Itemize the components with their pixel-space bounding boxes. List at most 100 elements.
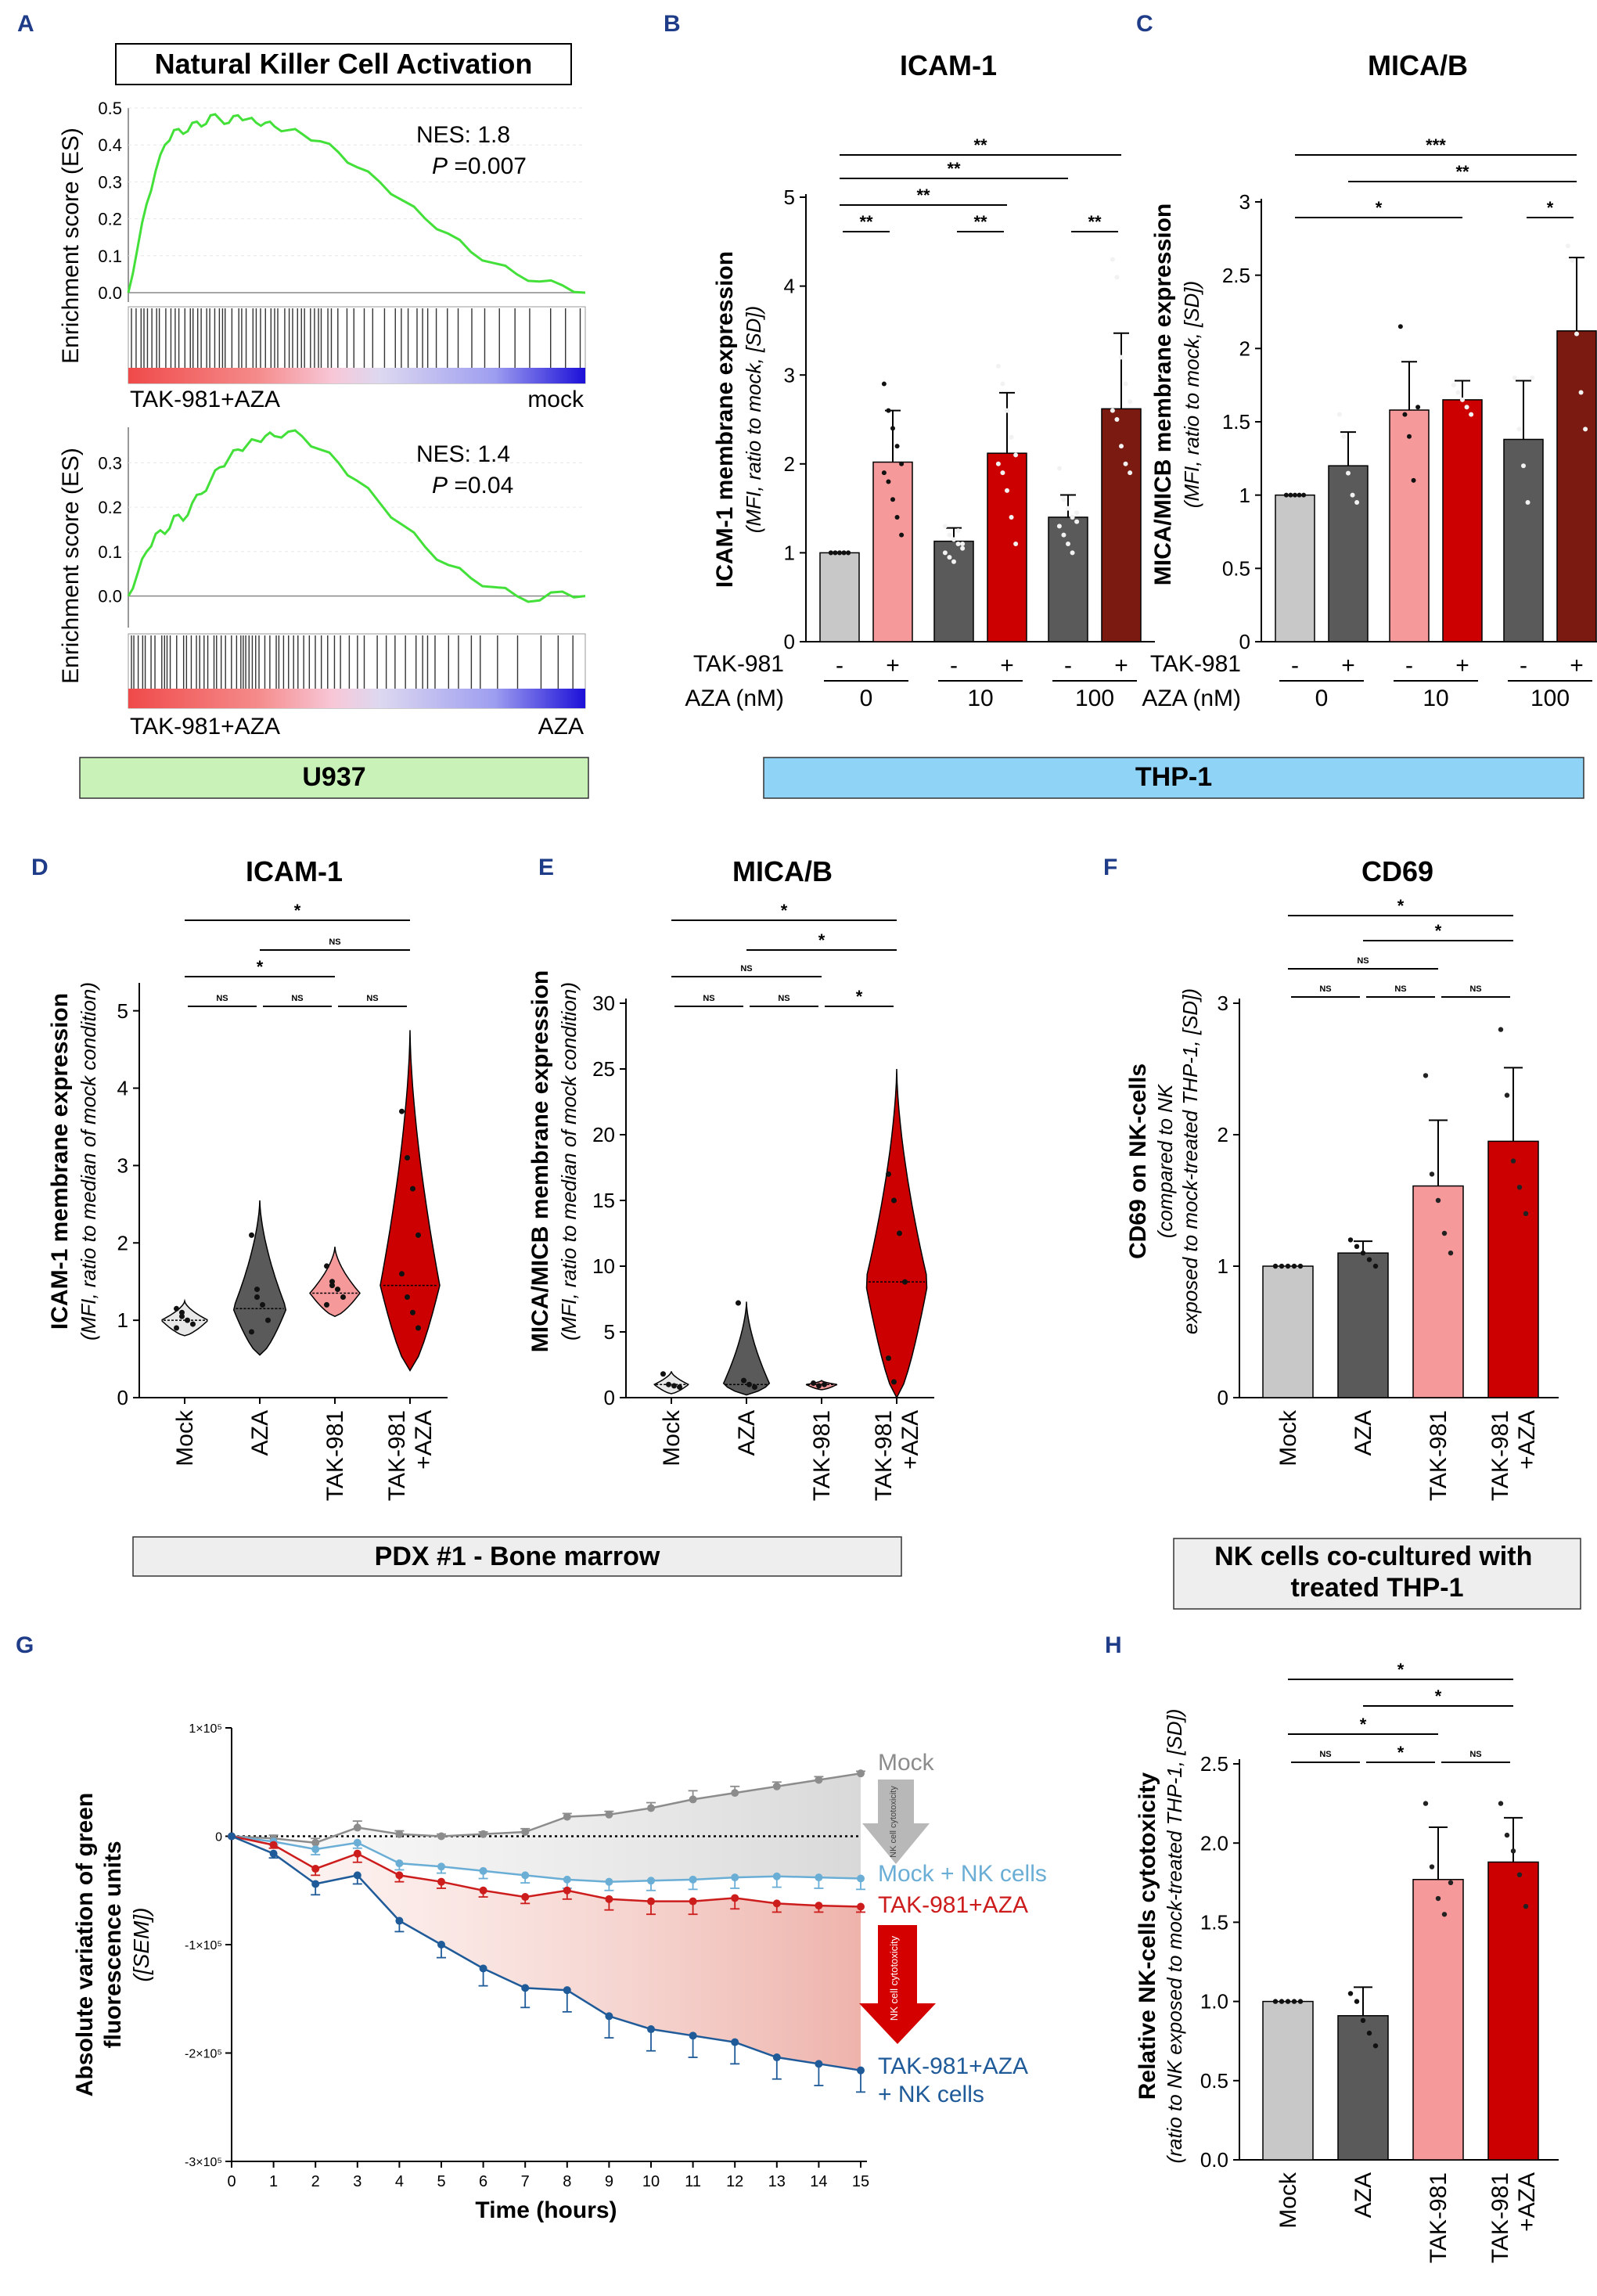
panel-g-grey-arrow-label: NK cell cytotoxicity — [889, 1786, 898, 1858]
panel-g-x-tick-label-2: 2 — [311, 2173, 320, 2190]
panel-b-y-label: ICAM-1 membrane expression — [712, 251, 738, 588]
gsea-0-nes-label: NES: 1.8 — [416, 122, 510, 148]
panel-c-bar-0 — [1275, 494, 1315, 642]
panel-b-point-3-0 — [995, 363, 1001, 369]
panel-g-x-tick-label-15: 15 — [852, 2173, 869, 2190]
panel-f-point-0-4 — [1297, 1263, 1304, 1269]
panel-a-gsea: Natural Killer Cell Activation 0.5 0.4 0.3 0… — [58, 43, 586, 740]
panel-g-red-arrow — [859, 1925, 936, 2044]
panel-c-point-2-0 — [1397, 324, 1403, 329]
panel-d-y-tick-label-5: 5 — [117, 999, 128, 1023]
panel-b-point-4-8 — [1070, 550, 1075, 556]
panel-g-point-3-8 — [563, 1986, 571, 1995]
gsea-0-p-value: =0.007 — [448, 153, 527, 179]
panel-c-aza-group-1: 10 — [1423, 686, 1448, 711]
panel-b-aza-group-1: 10 — [967, 686, 993, 711]
panel-g-point-2-6 — [479, 1886, 487, 1895]
panel-g-point-1-15 — [857, 1874, 865, 1883]
panel-g-point-2-5 — [437, 1877, 445, 1886]
panel-g-x-tick-label-8: 8 — [563, 2173, 571, 2190]
panel-c-point-4-3 — [1525, 500, 1530, 506]
panel-d-point-1-0 — [249, 1232, 254, 1238]
panel-g-y-tick-label-2: -1×10⁵ — [185, 1939, 222, 1952]
panel-d-point-1-2 — [260, 1301, 265, 1308]
panel-f-point-3-3 — [1516, 1185, 1523, 1190]
gsea-0-y-tick-label-4: 0.1 — [98, 247, 122, 266]
panel-h-point-0-1 — [1279, 1999, 1285, 2004]
gsea-0-y-tick-label-0: 0.5 — [98, 99, 122, 118]
panel-c-point-5-3 — [1578, 390, 1584, 395]
banner-nk-label-line1: NK cells co-cultured with — [1214, 1542, 1532, 1571]
panel-g-point-1-9 — [605, 1877, 613, 1886]
panel-b-point-3-2 — [1005, 408, 1009, 413]
panel-h-y-tick-label-2: 1.0 — [1200, 1990, 1228, 2013]
panel-d-sig-label-1: NS — [329, 937, 340, 947]
panel-b-point-5-3 — [1123, 381, 1128, 387]
panel-b-title: ICAM-1 — [900, 49, 997, 81]
panel-h-point-1-3 — [1366, 2030, 1372, 2036]
panel-g-point-1-12 — [731, 1873, 739, 1882]
panel-letter-a: A — [17, 11, 34, 37]
panel-g-point-3-4 — [395, 1916, 404, 1925]
panel-c-point-3-0 — [1451, 383, 1456, 388]
panel-e-y-tick-label-1: 5 — [604, 1320, 615, 1344]
panel-c-point-1-2 — [1346, 470, 1351, 476]
panel-c-point-2-2 — [1407, 434, 1412, 439]
panel-h-point-2-2 — [1435, 1895, 1441, 1902]
panel-e-title: MICA/B — [732, 855, 833, 887]
panel-g-point-0-14 — [815, 1776, 823, 1784]
panel-f-sig-label-2: NS — [1357, 956, 1369, 966]
panel-b-y-tick-label-3: 3 — [784, 363, 795, 387]
panel-g-x-tick-label-12: 12 — [726, 2173, 743, 2190]
gsea-0-right-label: mock — [527, 387, 584, 412]
panel-g-point-0-12 — [731, 1789, 739, 1798]
panel-c-point-5-4 — [1583, 426, 1588, 432]
panel-b-point-3-9 — [1013, 542, 1019, 547]
panel-d-point-3-2 — [410, 1186, 415, 1192]
panel-h-y-tick-label-4: 2.0 — [1200, 1831, 1228, 1855]
panel-e-violin-0 — [653, 1371, 689, 1395]
panel-f-bar-2 — [1412, 1185, 1464, 1398]
panel-e-y-tick-label-4: 20 — [592, 1123, 615, 1146]
panel-g-legend-3-line1: TAK-981+AZA — [878, 2053, 1028, 2079]
panel-f-point-2-2 — [1435, 1197, 1441, 1204]
panel-d-point-1-5 — [254, 1294, 260, 1300]
panel-f-category-label-1-0: AZA — [1351, 1410, 1376, 1456]
panel-c-y-tick-label-3: 1.5 — [1222, 410, 1250, 434]
panel-h-bar-0 — [1262, 2000, 1314, 2161]
gsea-0-y-tick-label-5: 0.0 — [98, 283, 122, 303]
panel-e-sig-label-1: * — [818, 930, 825, 950]
panel-g-red-arrow-label: NK cell cytotoxicity — [888, 1935, 900, 2021]
panel-e-point-1-3 — [752, 1384, 757, 1391]
panel-letter-c: C — [1136, 11, 1153, 37]
banner-u937-box — [79, 757, 589, 799]
panel-d-y-label: ICAM-1 membrane expression — [47, 993, 73, 1330]
panel-b-point-1-2 — [890, 426, 895, 431]
panel-g-point-1-6 — [479, 1866, 487, 1875]
panel-h-y-tick-label-1: 0.5 — [1200, 2069, 1228, 2093]
gsea-1-es-curve — [127, 429, 586, 603]
panel-b-point-3-5 — [995, 461, 1001, 466]
panel-b-point-5-4 — [1128, 399, 1133, 405]
panel-d-sig-label-0: * — [294, 901, 301, 920]
panel-h-sig-label-0: * — [1397, 1660, 1405, 1679]
panel-d-category-label-1-0: AZA — [247, 1410, 273, 1456]
panel-b-point-5-5 — [1110, 408, 1115, 413]
panel-c-y-tick-label-2: 1 — [1239, 484, 1250, 507]
panel-g-point-0-3 — [353, 1823, 361, 1832]
gsea-1-p-prefix: P — [432, 473, 448, 498]
panel-g-point-3-15 — [857, 2066, 865, 2075]
panel-d-point-3-0 — [399, 1108, 405, 1114]
panel-b-point-4-3 — [1070, 514, 1075, 520]
panel-h-point-1-1 — [1354, 1999, 1360, 2004]
panel-d-point-2-0 — [324, 1263, 329, 1269]
panel-b-sig-label-0: ** — [973, 135, 987, 155]
panel-g-grey-shaded-area — [232, 1773, 861, 1882]
panel-b-point-1-5 — [881, 470, 887, 476]
panel-h-point-0-3 — [1291, 1999, 1297, 2004]
panel-g-legend-1: Mock + NK cells — [878, 1861, 1047, 1887]
panel-b-y-tick-label-0: 0 — [784, 630, 795, 653]
panel-letter-f: F — [1103, 855, 1117, 880]
panel-b-point-2-4 — [960, 545, 966, 551]
